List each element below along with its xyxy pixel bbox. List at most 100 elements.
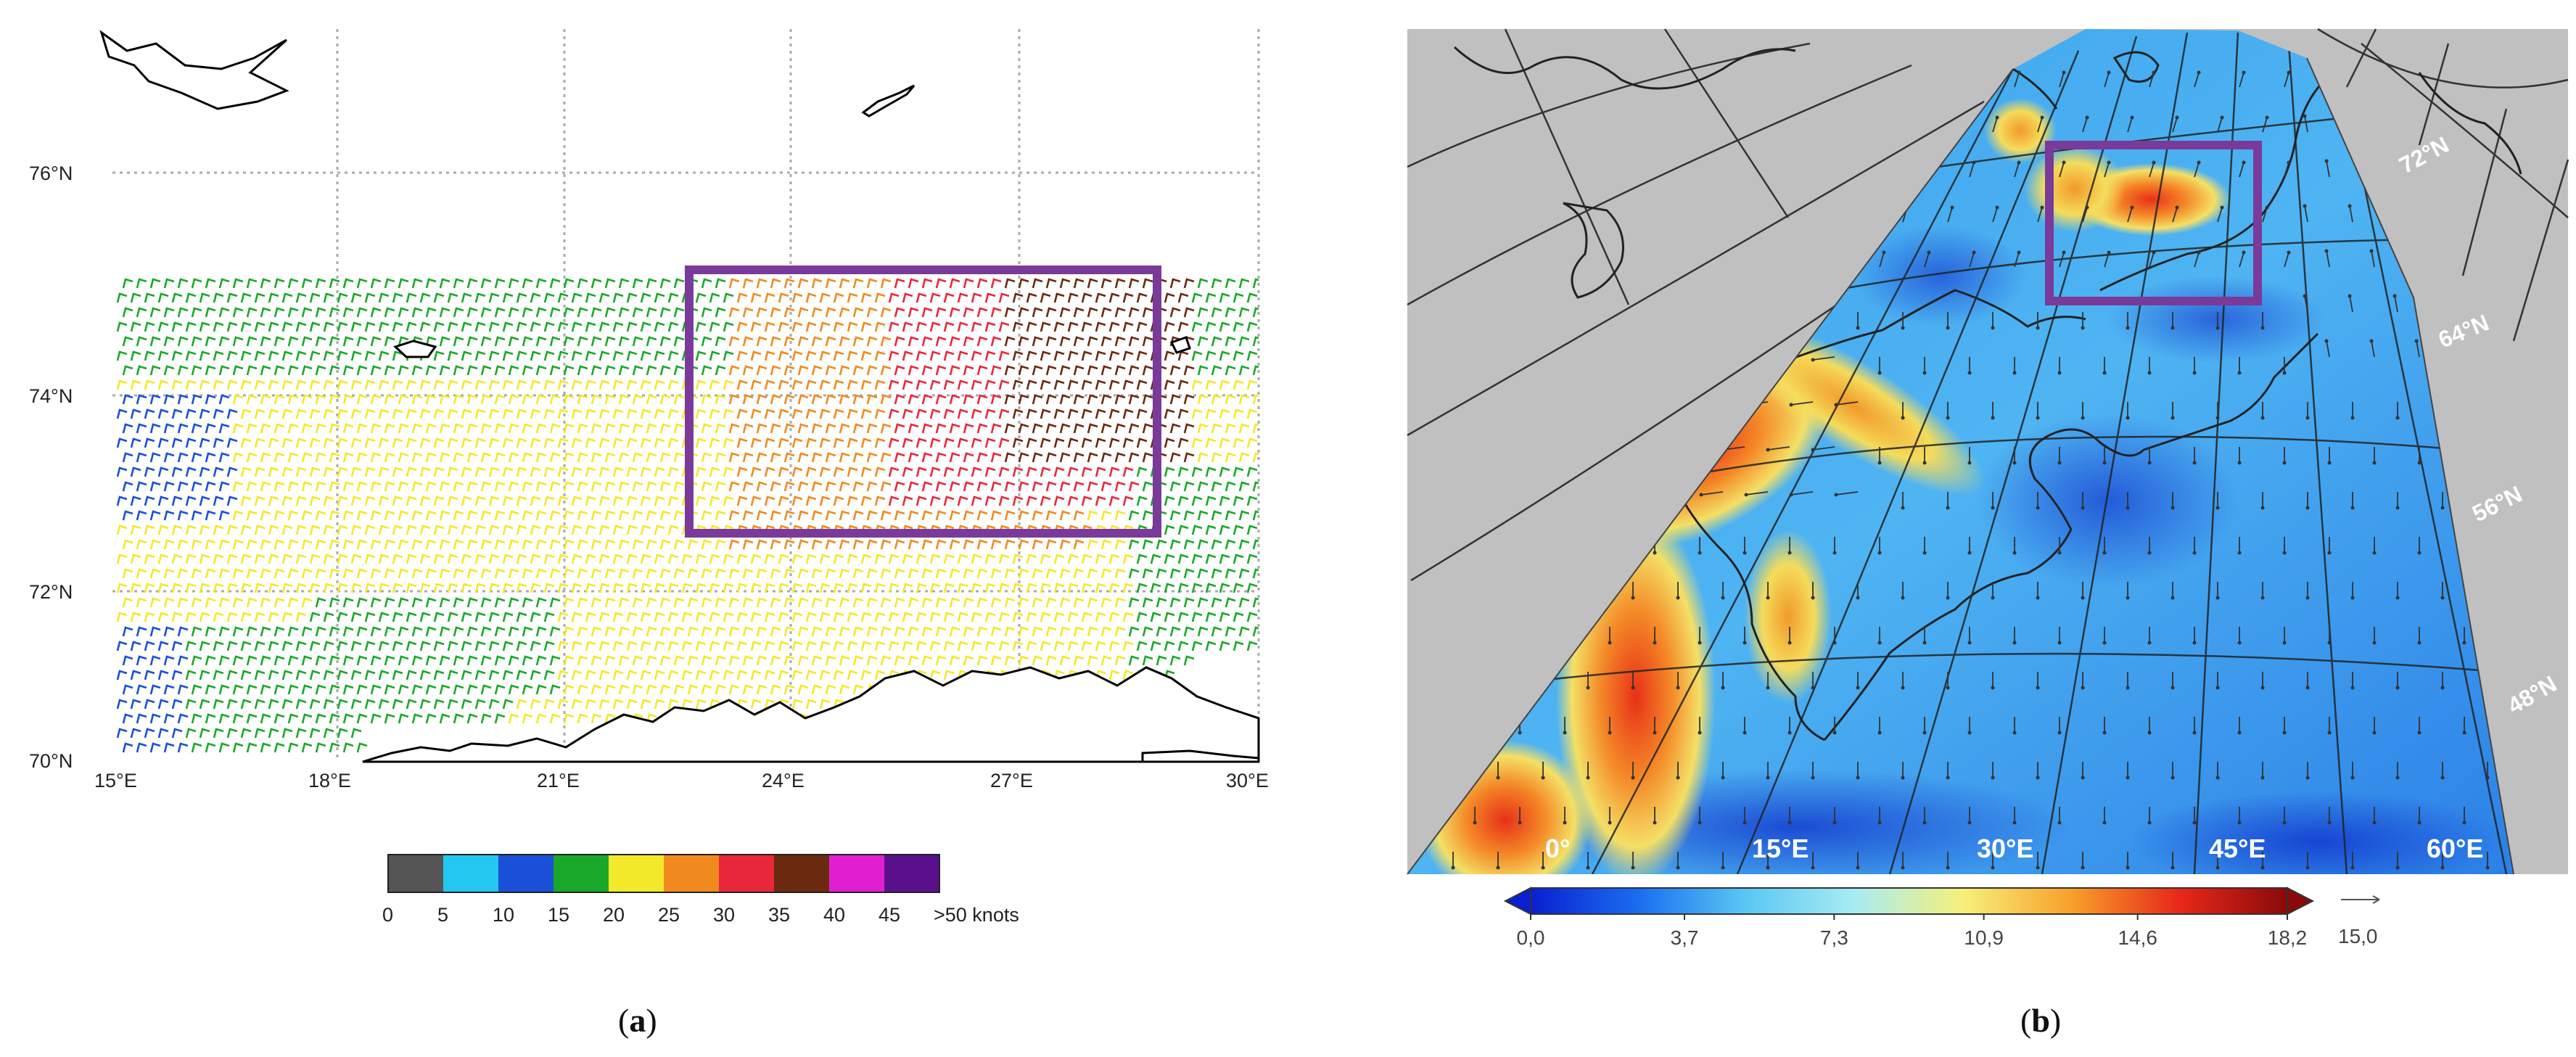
wind-barb [1246, 437, 1258, 448]
wind-barb [433, 292, 445, 303]
wind-barb [756, 336, 768, 347]
wind-barb [1108, 292, 1120, 303]
wind-barb [177, 481, 189, 492]
wind-barb [163, 713, 175, 724]
wind-barb [825, 626, 836, 637]
wind-barb [728, 307, 740, 318]
wind-barb [287, 539, 299, 550]
wind-barb [356, 713, 368, 724]
wind-barb [1164, 292, 1175, 303]
wind-barb [1004, 597, 1016, 608]
wind-barb [742, 655, 754, 666]
wind-barb [144, 466, 155, 477]
wind-barb [1225, 423, 1236, 434]
wind-barb [425, 626, 437, 637]
wind-barb [240, 525, 252, 535]
wind-barb [439, 394, 450, 405]
wind-barb [585, 495, 596, 506]
wind-barb [888, 583, 900, 593]
wind-barb [350, 350, 362, 361]
wind-barb [549, 539, 561, 550]
wind-barb [425, 655, 437, 666]
wind-barb [466, 684, 478, 695]
wind-barb [783, 626, 795, 637]
wind-barb [1252, 423, 1259, 434]
wind-barb [1114, 655, 1126, 666]
wind-barb [350, 583, 362, 593]
wind-barb [425, 394, 437, 405]
wind-barb [626, 292, 638, 303]
wind-barb [218, 626, 230, 637]
wind-barb [921, 452, 933, 463]
wind-barb [874, 612, 886, 622]
wind-barb [522, 452, 533, 463]
wind-barb [852, 481, 864, 492]
wind-barb [874, 495, 886, 506]
wind-barb [281, 525, 293, 535]
wind-barb [797, 510, 809, 521]
wind-vector-head [1676, 686, 1680, 690]
wind-barb [1122, 670, 1134, 680]
wind-barb [205, 626, 216, 637]
wind-barb [839, 510, 850, 521]
wind-barb [295, 350, 307, 361]
wind-barb [433, 670, 445, 680]
wind-barb [1219, 466, 1230, 477]
wind-vector [2394, 295, 2398, 313]
wind-barb [1128, 307, 1140, 318]
wind-barb [764, 408, 775, 419]
wind-barb [337, 670, 348, 680]
wind-barb [852, 510, 864, 521]
wind-barb [260, 278, 271, 289]
wind-vector-head [2220, 115, 2224, 120]
wind-barb [990, 597, 1002, 608]
wind-barb [1073, 307, 1085, 318]
wind-barb [171, 292, 183, 303]
wind-barb [191, 539, 202, 550]
wind-vector-head [1766, 686, 1770, 690]
wind-vector [2284, 162, 2289, 178]
wind-barb [370, 278, 382, 289]
wind-barb [654, 699, 665, 710]
wind-barb [1100, 626, 1112, 637]
wind-barb [590, 452, 602, 463]
wind-barb [880, 452, 892, 463]
wind-barb [149, 626, 161, 637]
wind-barb [480, 568, 492, 579]
wind-vector-head [2017, 160, 2021, 165]
wind-barb [466, 626, 478, 637]
wind-vector-head [1586, 776, 1590, 780]
wind-vector [2239, 162, 2244, 178]
wind-barb [577, 684, 588, 695]
wind-barb [191, 394, 202, 405]
wind-barb [323, 525, 334, 535]
wind-vector-head [2414, 339, 2419, 343]
wind-vector-head [2192, 641, 2197, 645]
wind-barb [590, 307, 602, 318]
wind-barb [976, 452, 988, 463]
wind-barb [163, 684, 175, 695]
wind-barb [984, 583, 996, 593]
wind-barb [618, 336, 630, 347]
wind-barb [723, 641, 734, 651]
wind-barb [309, 495, 321, 506]
wind-barb [618, 452, 630, 463]
wind-barb [1136, 379, 1148, 390]
wind-vector [2059, 72, 2065, 88]
wind-barb [598, 408, 610, 419]
wind-barb [205, 684, 216, 695]
wind-barb [281, 495, 293, 506]
wind-barb [508, 452, 519, 463]
wind-barb [640, 525, 651, 535]
wind-barb [144, 350, 155, 361]
wind-barb [1081, 612, 1092, 622]
wind-vector-head [2170, 865, 2175, 870]
wind-barb [852, 278, 864, 289]
wind-vector-head [2126, 686, 2130, 690]
wind-barb [1205, 437, 1217, 448]
wind-barb [654, 350, 665, 361]
wind-barb [419, 379, 431, 390]
wind-barb [406, 495, 417, 506]
wind-barb [191, 510, 202, 521]
wind-barb [654, 525, 665, 535]
